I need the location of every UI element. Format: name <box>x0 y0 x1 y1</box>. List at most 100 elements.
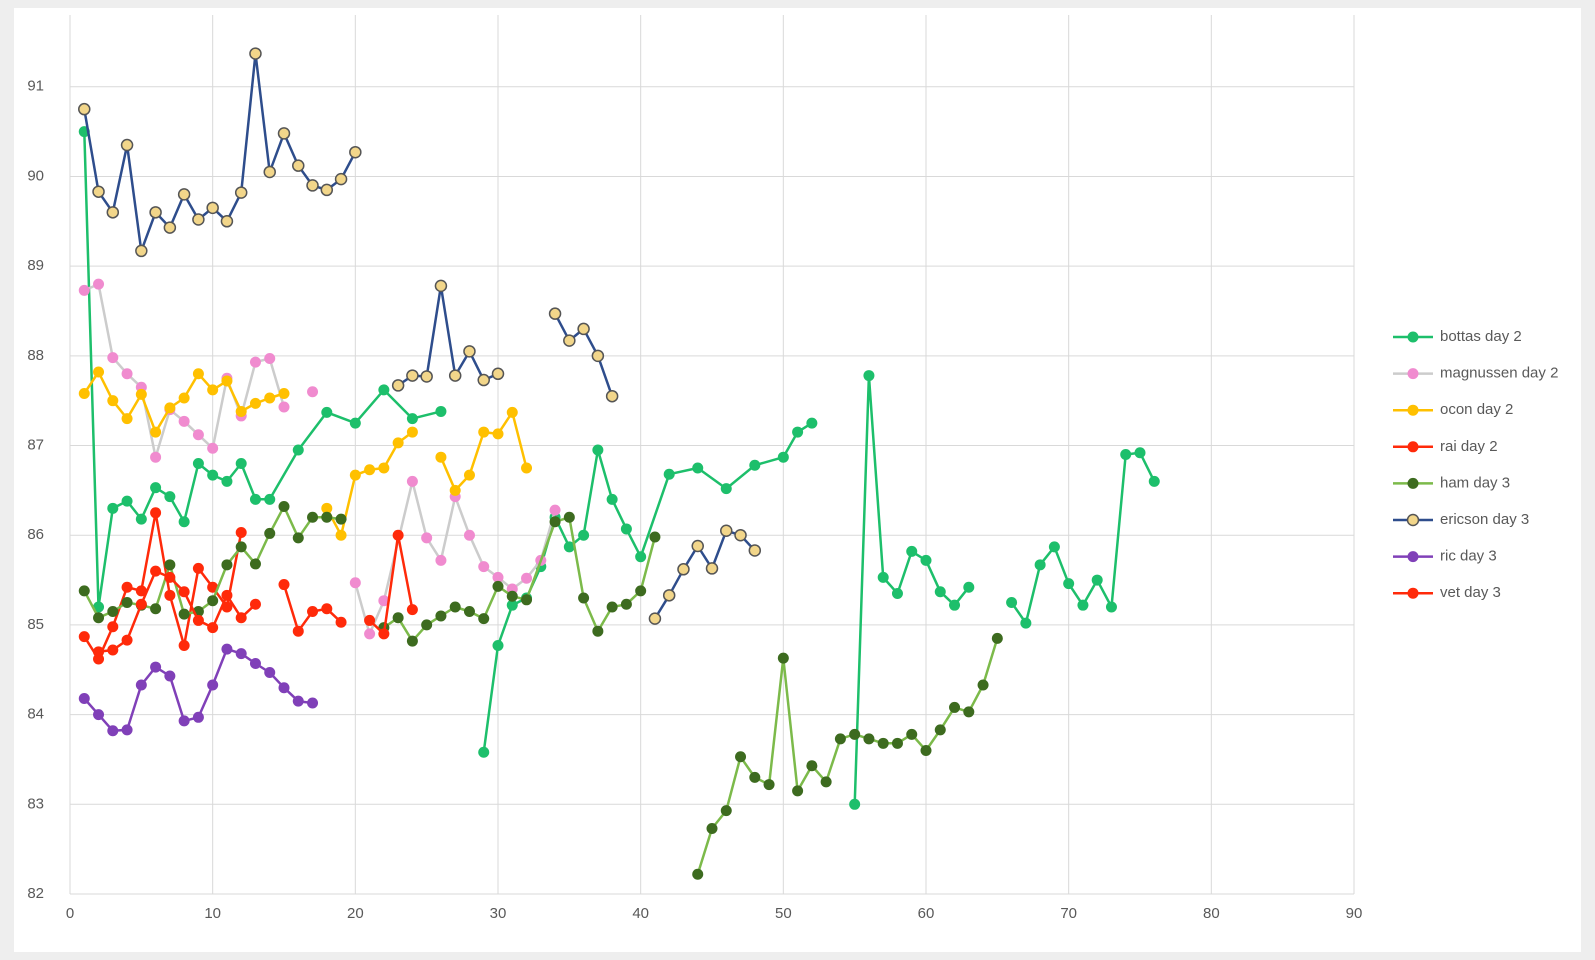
data-point <box>492 571 504 583</box>
series-line <box>83 52 756 620</box>
data-point <box>448 369 462 382</box>
data-point <box>178 586 190 598</box>
data-point <box>163 221 177 234</box>
data-point <box>221 559 233 571</box>
data-point <box>877 571 889 583</box>
data-point <box>221 375 233 387</box>
data-point <box>734 528 747 542</box>
data-point <box>277 127 291 140</box>
data-point <box>207 469 219 481</box>
data-point <box>135 585 147 597</box>
data-point <box>1020 617 1032 629</box>
data-point <box>307 386 319 398</box>
data-point <box>164 491 176 503</box>
data-point <box>93 601 105 613</box>
legend-entry: ocon day 2 <box>1393 401 1513 418</box>
data-point <box>321 603 333 615</box>
data-point <box>777 451 789 463</box>
data-point <box>93 278 105 290</box>
data-point <box>606 493 618 505</box>
data-point <box>463 529 475 541</box>
legend-entry: magnussen day 2 <box>1393 365 1558 382</box>
data-point <box>263 165 276 179</box>
data-point <box>934 724 946 736</box>
data-point <box>292 695 304 707</box>
data-point <box>321 502 333 514</box>
data-point <box>934 586 946 598</box>
data-point <box>121 413 133 425</box>
data-point <box>192 368 204 380</box>
data-point <box>93 612 105 624</box>
data-point <box>378 384 390 396</box>
data-point <box>563 511 575 523</box>
data-point <box>620 598 632 610</box>
data-point <box>78 284 90 296</box>
y-tick-label: 85 <box>27 616 44 633</box>
data-point <box>349 469 361 481</box>
data-point <box>292 625 304 637</box>
data-point <box>949 599 961 611</box>
data-point <box>506 406 518 418</box>
data-point <box>335 616 347 628</box>
legend-marker <box>1407 551 1419 563</box>
data-point <box>235 527 247 539</box>
data-point <box>235 612 247 624</box>
data-point <box>292 159 305 172</box>
data-point <box>792 426 804 438</box>
data-point <box>391 379 405 392</box>
y-tick-label: 86 <box>27 526 44 543</box>
data-point <box>578 529 590 541</box>
data-point <box>563 334 576 347</box>
data-point <box>307 605 319 617</box>
data-point <box>706 823 718 835</box>
data-point <box>334 172 348 186</box>
data-point <box>249 558 261 570</box>
data-point <box>249 356 261 368</box>
data-point <box>549 504 561 516</box>
legend-marker <box>1407 477 1419 489</box>
data-point <box>292 532 304 544</box>
data-point <box>820 776 832 788</box>
data-point <box>178 715 190 727</box>
data-point <box>421 532 433 544</box>
data-point <box>435 405 447 417</box>
data-point <box>364 614 376 626</box>
y-tick-label: 82 <box>27 885 44 902</box>
data-point <box>521 594 533 606</box>
data-point <box>178 640 190 652</box>
data-point <box>320 183 334 197</box>
data-point <box>107 605 119 617</box>
data-point <box>692 462 704 474</box>
data-point <box>478 613 490 625</box>
data-point <box>249 493 261 505</box>
data-point <box>121 596 133 608</box>
data-point <box>264 666 276 678</box>
data-point <box>221 643 233 655</box>
data-point <box>720 805 732 817</box>
data-point <box>492 428 504 440</box>
data-point <box>207 595 219 607</box>
data-point <box>164 589 176 601</box>
legend-entry: ham day 3 <box>1393 474 1510 491</box>
data-point <box>107 395 119 407</box>
data-point <box>121 581 133 593</box>
x-tick-label: 40 <box>632 905 649 922</box>
data-point <box>164 402 176 414</box>
data-point <box>121 634 133 646</box>
data-point <box>1063 578 1075 590</box>
x-tick-label: 70 <box>1060 905 1077 922</box>
legend-label: vet day 3 <box>1440 584 1501 601</box>
data-point <box>1077 599 1089 611</box>
legend-label: bottas day 2 <box>1440 328 1522 345</box>
legend-label: ericson day 3 <box>1440 511 1529 528</box>
data-point <box>563 541 575 553</box>
data-point <box>463 345 476 358</box>
data-point <box>392 612 404 624</box>
x-tick-label: 60 <box>918 905 935 922</box>
data-point <box>635 551 647 563</box>
data-point <box>977 679 989 691</box>
data-point <box>1105 601 1117 613</box>
data-point <box>463 605 475 617</box>
data-point <box>264 392 276 404</box>
